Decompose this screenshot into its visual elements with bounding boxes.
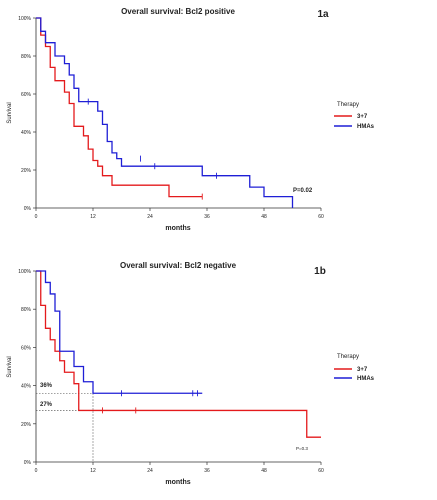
x-tick-label: 12 <box>90 468 96 474</box>
legend-label-3plus7: 3+7 <box>357 367 368 373</box>
y-tick-label: 0% <box>24 206 32 212</box>
chart-title: Overall survival: Bcl2 positive <box>121 7 235 16</box>
y-tick-label: 80% <box>21 54 32 60</box>
x-tick-label: 60 <box>318 214 324 220</box>
p-value-annotation: P=0.02 <box>293 188 313 194</box>
legend-label-hmas: HMAs <box>357 376 375 382</box>
legend-label-hmas: HMAs <box>357 124 375 130</box>
y-tick-label: 40% <box>21 130 32 136</box>
legend-title: Therapy <box>337 354 359 360</box>
x-tick-label: 24 <box>147 468 153 474</box>
x-axis-label: months <box>165 479 190 486</box>
p-value-annotation: P=0.3 <box>296 446 308 451</box>
x-axis-label: months <box>165 225 190 232</box>
panel-label: 1a <box>317 9 329 20</box>
chart-title: Overall survival: Bcl2 negative <box>120 261 237 270</box>
survival-curve-3plus7 <box>36 17 203 198</box>
y-tick-label: 100% <box>18 16 31 22</box>
x-tick-label: 0 <box>35 214 38 220</box>
y-axis-label: Survival <box>7 102 13 123</box>
survival-curve-hmas <box>36 270 203 394</box>
x-tick-label: 60 <box>318 468 324 474</box>
y-tick-label: 20% <box>21 422 32 428</box>
x-tick-label: 36 <box>204 468 210 474</box>
survival-chart-bcl2-negative: Overall survival: Bcl2 negative 1b Survi… <box>7 261 375 486</box>
y-tick-label: 60% <box>21 345 32 351</box>
x-tick-label: 48 <box>261 214 267 220</box>
survival-curve-3plus7 <box>36 270 321 438</box>
x-tick-label: 0 <box>35 468 38 474</box>
y-tick-label: 40% <box>21 384 32 390</box>
legend-title: Therapy <box>337 102 359 108</box>
x-tick-label: 36 <box>204 214 210 220</box>
y-axis-label: Survival <box>7 356 13 377</box>
survival-curve-hmas <box>36 17 294 208</box>
panel-label: 1b <box>314 266 326 277</box>
survival-chart-bcl2-positive: Overall survival: Bcl2 positive 1a Survi… <box>7 7 375 232</box>
y-tick-label: 80% <box>21 307 32 313</box>
legend-label-3plus7: 3+7 <box>357 114 368 120</box>
annotation-27pct: 27% <box>40 402 53 408</box>
annotation-36pct: 36% <box>40 383 53 389</box>
y-tick-label: 60% <box>21 92 32 98</box>
x-tick-label: 48 <box>261 468 267 474</box>
y-tick-label: 20% <box>21 168 32 174</box>
x-tick-label: 24 <box>147 214 153 220</box>
y-tick-label: 0% <box>24 460 32 466</box>
y-tick-label: 100% <box>18 269 31 275</box>
x-tick-label: 12 <box>90 214 96 220</box>
